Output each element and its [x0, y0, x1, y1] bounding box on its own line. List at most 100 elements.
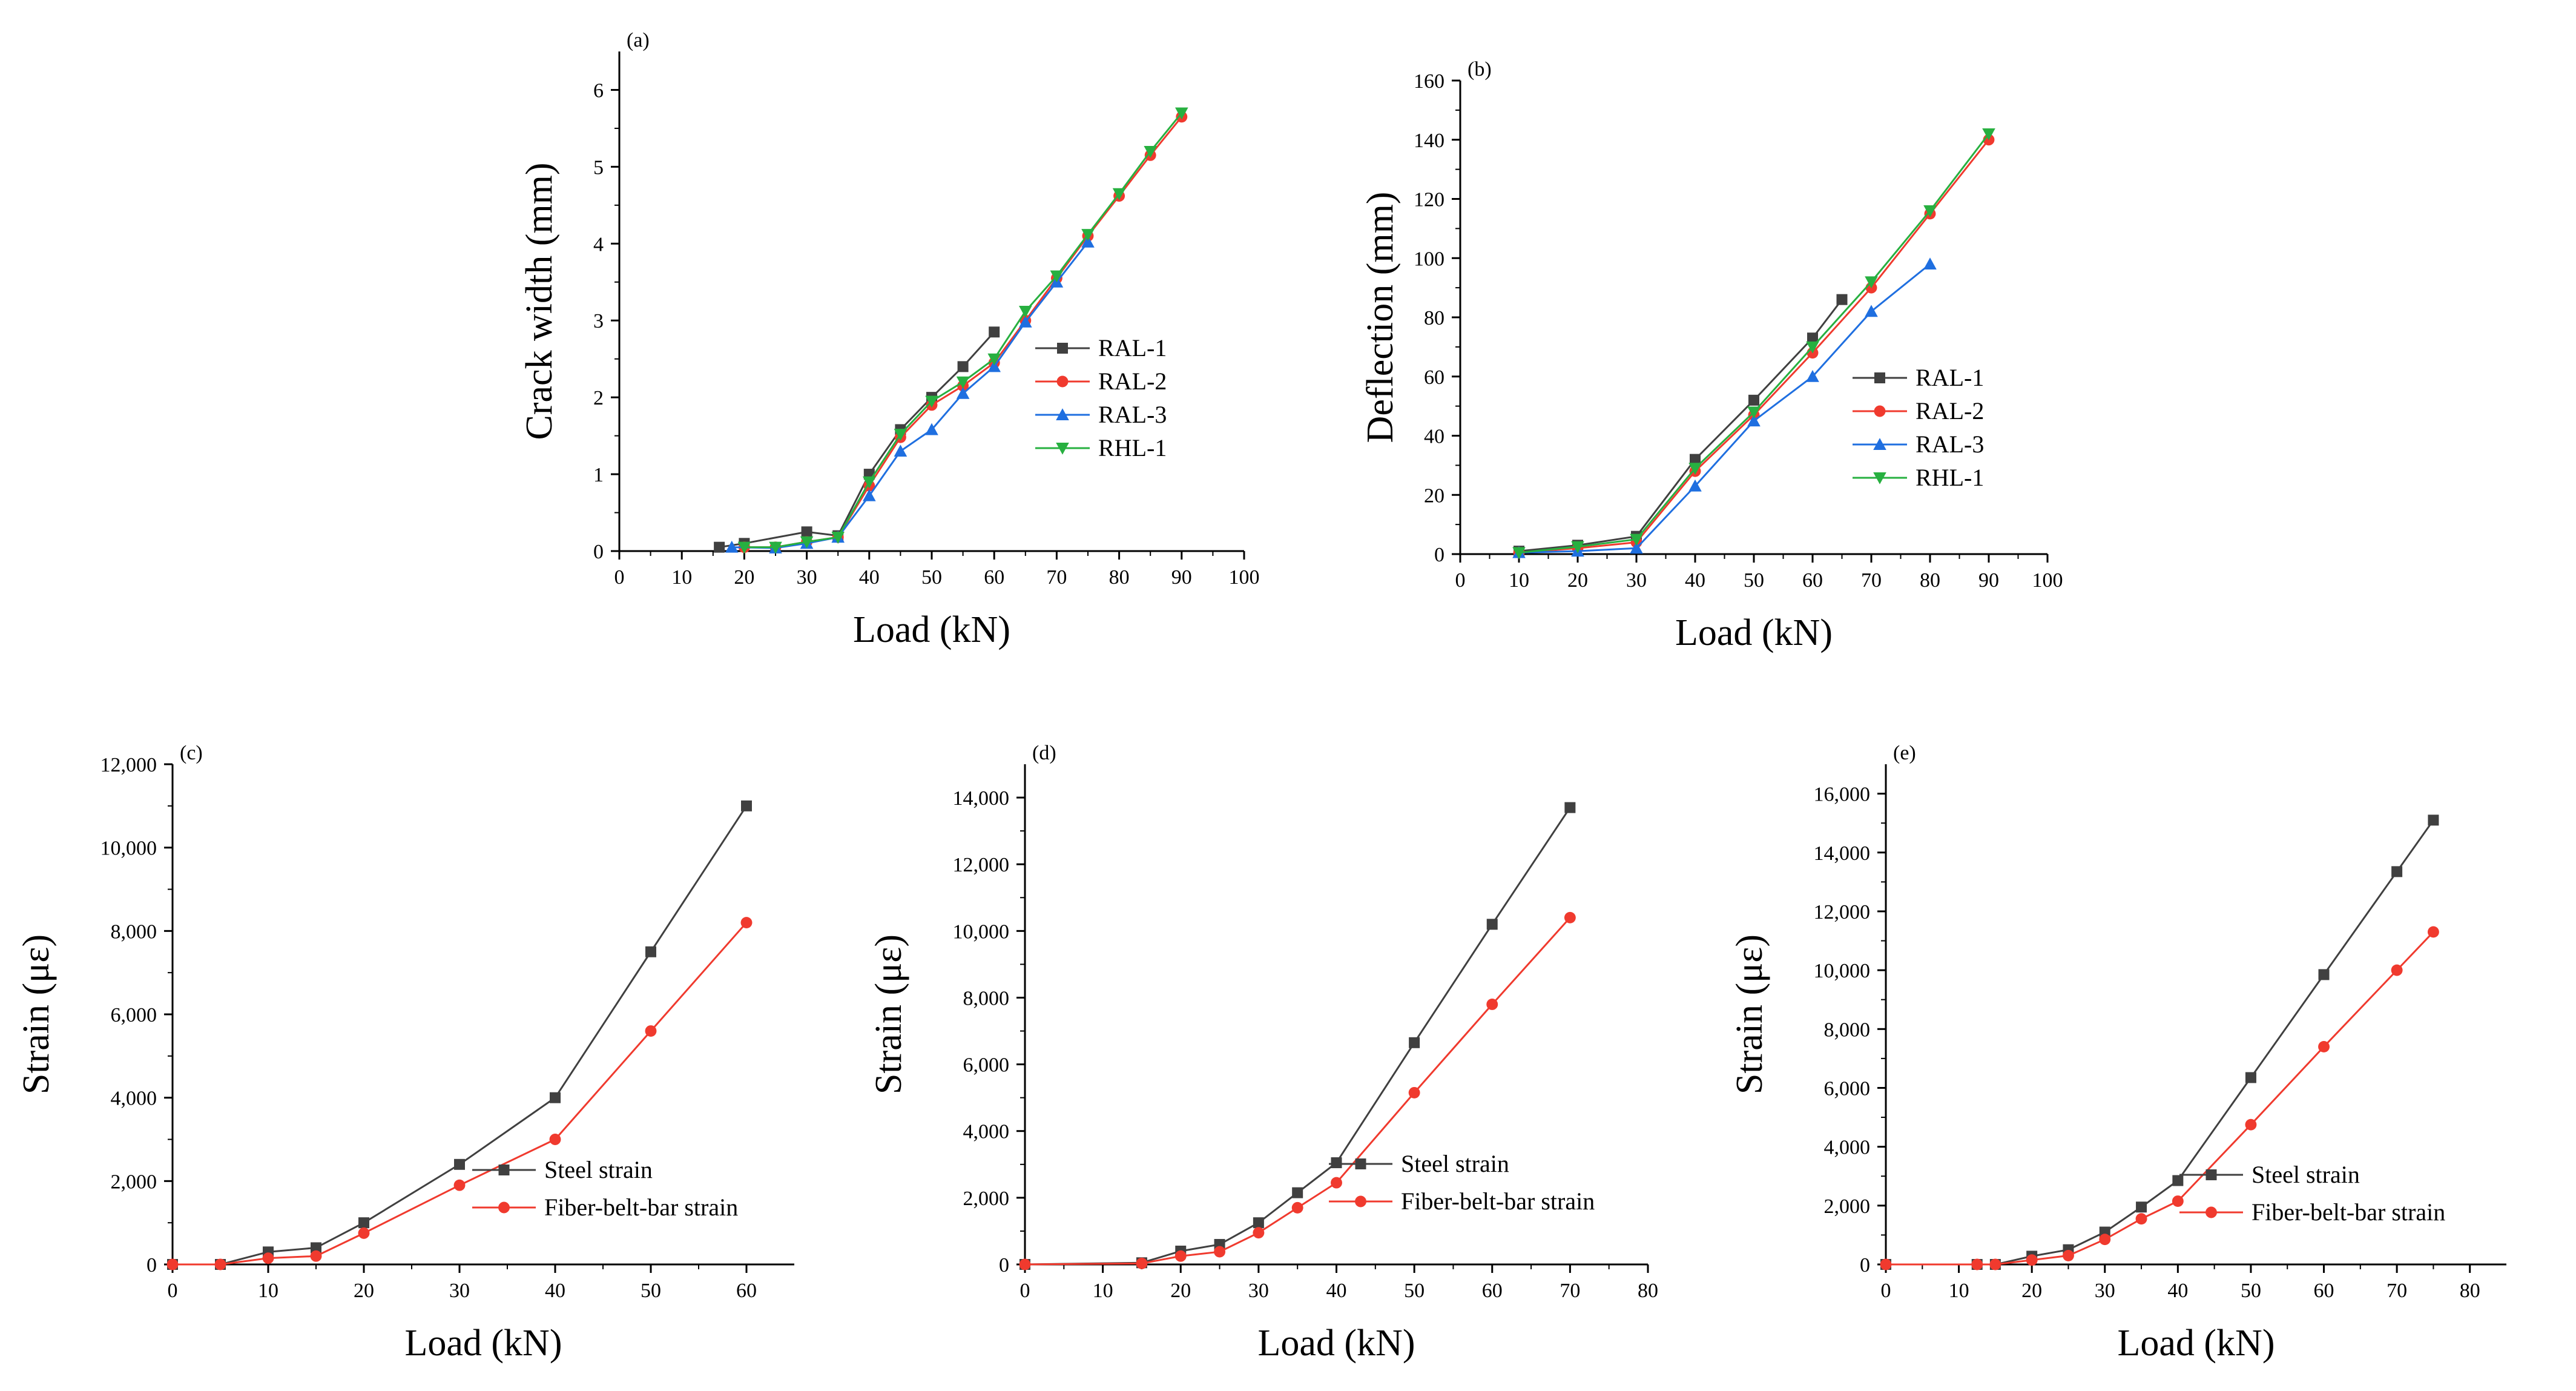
legend-label: RHL-1 — [1098, 434, 1167, 461]
legend: RAL-1 RAL-2 RAL-3 RHL-1 — [1853, 364, 1984, 491]
x-tick-label: 30 — [1248, 1280, 1269, 1302]
data-point — [1409, 1037, 1420, 1048]
y-tick-label: 14,000 — [1814, 842, 1871, 865]
x-tick-label: 30 — [449, 1280, 470, 1302]
x-tick-label: 20 — [2021, 1280, 2042, 1302]
data-point — [894, 444, 908, 457]
data-point — [1690, 454, 1701, 465]
y-tick-label: 40 — [1424, 426, 1444, 448]
x-tick-label: 40 — [1685, 569, 1705, 592]
data-point — [1291, 1201, 1303, 1214]
x-tick-label: 80 — [1109, 566, 1130, 589]
data-point — [741, 800, 752, 811]
data-point — [2245, 1118, 2257, 1131]
x-axis-label: Load (kN) — [1675, 612, 1833, 653]
data-point — [310, 1250, 322, 1262]
y-tick-label: 8,000 — [111, 920, 157, 943]
x-tick-label: 60 — [1802, 569, 1823, 592]
series-ral-2 — [738, 111, 1188, 553]
data-point — [2391, 866, 2403, 877]
legend-label: Fiber-belt-bar strain — [2252, 1198, 2445, 1226]
data-point — [1253, 1217, 1264, 1229]
legend-marker — [498, 1201, 510, 1214]
legend-label: RAL-1 — [1916, 364, 1984, 391]
data-point — [453, 1179, 466, 1191]
series-ral-2 — [1513, 134, 1995, 559]
x-tick-label: 0 — [1455, 569, 1466, 592]
data-point — [358, 1227, 370, 1239]
x-tick-label: 0 — [1881, 1280, 1891, 1302]
y-tick-label: 12,000 — [953, 854, 1010, 876]
series-rhl-1 — [737, 107, 1188, 554]
series-ral-3 — [725, 235, 1095, 553]
x-tick-label: 20 — [1170, 1280, 1191, 1302]
legend-marker — [1056, 443, 1069, 455]
data-point — [1253, 1227, 1265, 1239]
data-point — [1923, 257, 1937, 270]
data-point — [1081, 229, 1095, 241]
legend-label: RAL-3 — [1916, 431, 1984, 458]
y-tick-label: 4,000 — [963, 1121, 1010, 1143]
data-point — [2318, 1040, 2330, 1052]
x-tick-label: 90 — [1171, 566, 1192, 589]
series-rhl-1 — [1512, 128, 1995, 560]
y-tick-label: 120 — [1414, 189, 1444, 211]
y-axis-label: Strain (με) — [16, 934, 57, 1094]
data-point — [1486, 919, 1498, 930]
series-ral-1 — [1514, 294, 1848, 557]
y-tick-label: 6 — [593, 79, 604, 102]
x-tick-label: 0 — [168, 1280, 178, 1302]
legend: Steel strain Fiber-belt-bar strain — [1329, 1150, 1595, 1215]
panel-label: (c) — [180, 742, 203, 764]
data-point — [956, 387, 970, 399]
y-tick-label: 8,000 — [963, 987, 1010, 1009]
series-fiber-belt-bar-strain — [1019, 911, 1576, 1270]
data-point — [925, 423, 938, 435]
chart-e: 0 10 20 30 40 50 60 70 80 0 2,000 4,000 6,000 8,000 10… — [1729, 742, 2506, 1364]
series-line — [1518, 263, 1931, 554]
series-fiber-belt-bar-strain — [166, 917, 753, 1270]
data-point — [957, 361, 969, 372]
y-tick-label: 2 — [593, 387, 604, 409]
y-tick-label: 3 — [593, 310, 604, 332]
data-point — [2245, 1072, 2256, 1083]
series-line — [719, 331, 995, 549]
data-point — [549, 1134, 561, 1145]
y-tick-label: 10,000 — [953, 920, 1010, 943]
x-tick-label: 50 — [1744, 569, 1764, 592]
y-tick-label: 1 — [593, 464, 604, 486]
legend-label: RAL-3 — [1098, 401, 1167, 428]
y-tick-label: 10,000 — [100, 838, 157, 860]
data-point — [645, 1025, 657, 1037]
data-point — [2172, 1195, 2184, 1207]
series-ral-1 — [714, 326, 1000, 553]
x-tick-label: 40 — [2167, 1280, 2188, 1302]
data-point — [1748, 394, 1759, 406]
y-tick-label: 0 — [147, 1254, 157, 1277]
x-tick-label: 50 — [641, 1280, 661, 1302]
x-tick-label: 10 — [1509, 569, 1529, 592]
x-tick-label: 20 — [734, 566, 754, 589]
data-point — [2318, 969, 2330, 980]
legend-label: Fiber-belt-bar strain — [1401, 1188, 1595, 1215]
legend-label: RAL-2 — [1098, 368, 1167, 395]
x-tick-label: 70 — [2387, 1280, 2407, 1302]
legend: Steel strain Fiber-belt-bar strain — [472, 1156, 738, 1221]
y-tick-label: 4 — [593, 233, 604, 256]
x-tick-label: 80 — [2460, 1280, 2480, 1302]
data-point — [1112, 188, 1126, 200]
x-tick-label: 60 — [2314, 1280, 2334, 1302]
x-tick-label: 50 — [2241, 1280, 2261, 1302]
x-tick-label: 80 — [1638, 1280, 1658, 1302]
chart-b: 0 10 20 30 40 50 60 70 80 90 100 0 20 40 60 80 100 120 140… — [1360, 58, 2063, 653]
y-tick-label: 0 — [1434, 544, 1444, 566]
x-tick-label: 50 — [1404, 1280, 1425, 1302]
x-tick-label: 70 — [1861, 569, 1882, 592]
data-point — [1019, 315, 1032, 328]
x-tick-label: 60 — [736, 1280, 757, 1302]
data-point — [262, 1252, 274, 1264]
x-tick-label: 30 — [2095, 1280, 2115, 1302]
data-point — [831, 532, 845, 544]
x-tick-label: 80 — [1920, 569, 1940, 592]
legend-marker — [1056, 408, 1069, 420]
